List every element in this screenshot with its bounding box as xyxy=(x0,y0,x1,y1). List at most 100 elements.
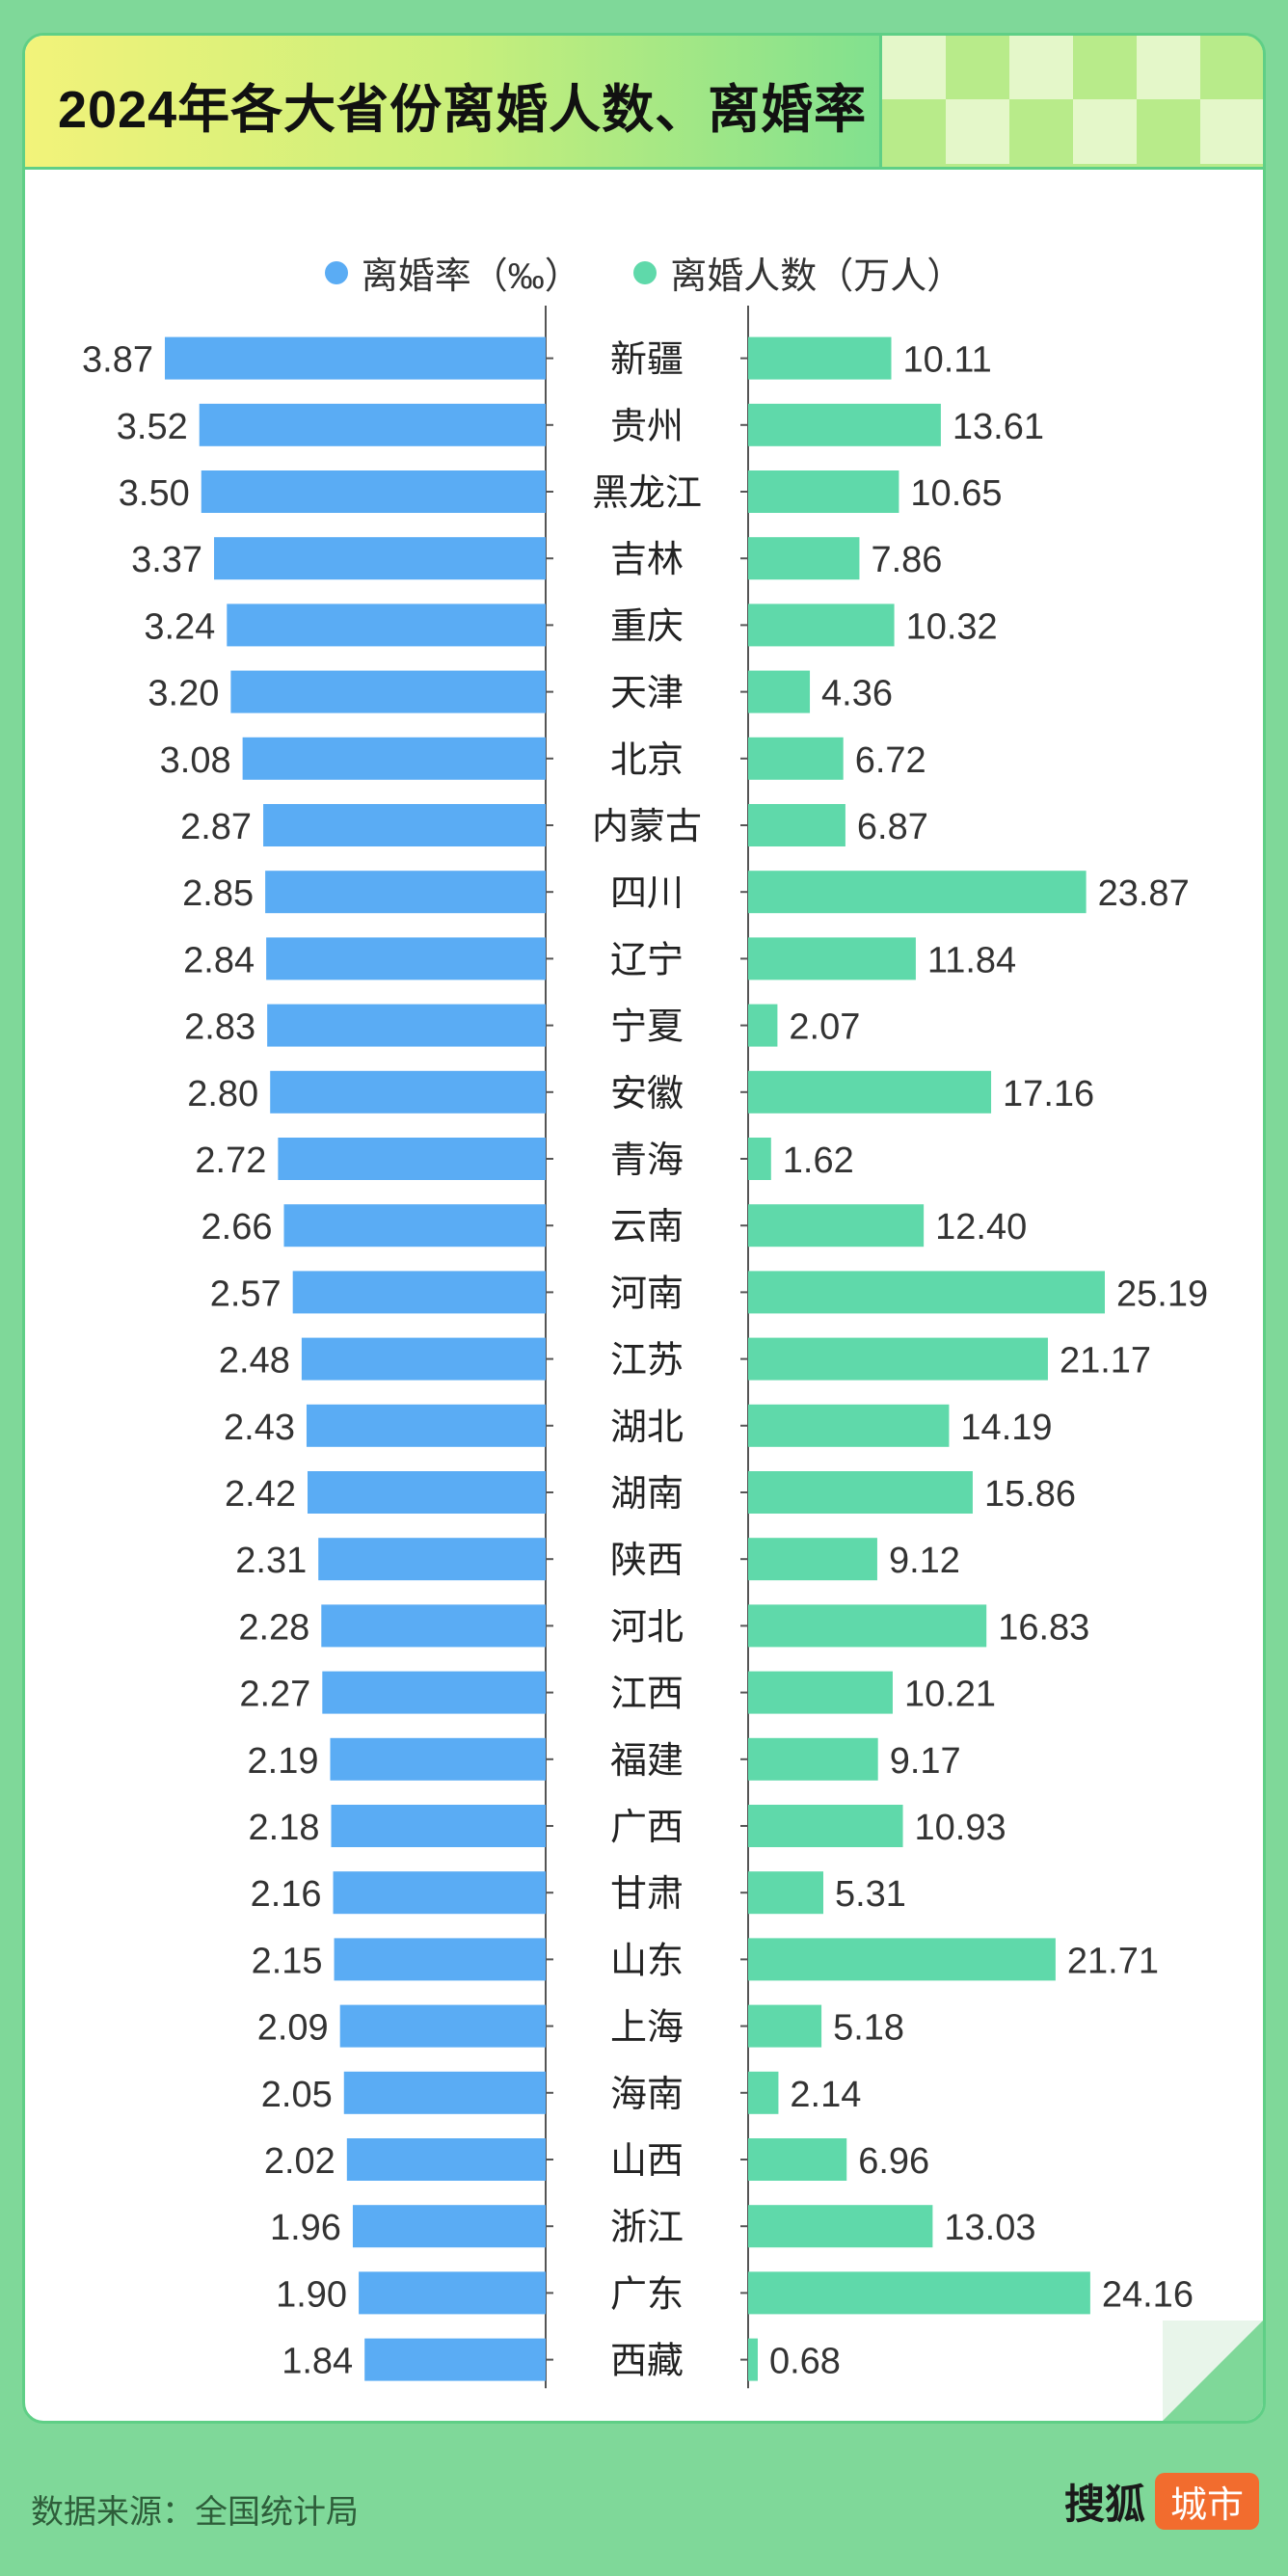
rate-bar xyxy=(263,804,546,846)
checker-decoration xyxy=(879,36,1263,167)
province-label: 河南 xyxy=(610,1274,684,1314)
rate-bar xyxy=(364,2338,546,2381)
rate-value-label: 1.96 xyxy=(270,2208,341,2248)
rate-bar xyxy=(165,336,546,380)
rate-value-label: 2.09 xyxy=(257,2008,329,2049)
province-label: 西藏 xyxy=(610,2342,684,2382)
province-label: 重庆 xyxy=(610,606,684,647)
rate-bar xyxy=(267,1004,546,1047)
province-label: 甘肃 xyxy=(610,1874,684,1915)
rate-bar xyxy=(343,2071,546,2114)
province-label: 安徽 xyxy=(610,1074,684,1114)
count-bar xyxy=(748,1070,992,1114)
rate-bar xyxy=(333,1871,546,1915)
province-label: 新疆 xyxy=(610,340,684,381)
chart-card: 2024年各大省份离婚人数、离婚率 离婚率（‰） 离婚人数（万人） xyxy=(22,33,1266,2424)
rate-value-label: 2.72 xyxy=(195,1140,266,1181)
rate-bar xyxy=(266,937,546,980)
rate-value-label: 2.87 xyxy=(180,807,252,847)
province-label: 辽宁 xyxy=(610,940,684,980)
province-label: 广东 xyxy=(610,2274,684,2315)
rate-bar xyxy=(199,403,546,446)
province-label: 天津 xyxy=(610,674,684,714)
count-value-label: 23.87 xyxy=(1098,873,1190,914)
count-bar xyxy=(748,1871,823,1915)
count-bar xyxy=(748,737,844,780)
rate-bar xyxy=(321,1604,546,1648)
count-value-label: 14.19 xyxy=(960,1408,1052,1448)
rate-bar xyxy=(330,1737,546,1781)
rate-value-label: 2.48 xyxy=(219,1341,290,1382)
count-value-label: 13.03 xyxy=(944,2208,1035,2248)
count-value-label: 5.18 xyxy=(833,2008,904,2049)
count-bar xyxy=(748,1271,1105,1314)
rate-value-label: 2.66 xyxy=(201,1207,273,1248)
title-bar: 2024年各大省份离婚人数、离婚率 xyxy=(25,36,1263,170)
count-value-label: 21.17 xyxy=(1060,1341,1151,1382)
count-value-label: 2.07 xyxy=(789,1007,860,1048)
count-value-label: 17.16 xyxy=(1003,1074,1094,1114)
count-value-label: 21.71 xyxy=(1067,1941,1159,1981)
count-bar xyxy=(748,2271,1090,2315)
count-bar xyxy=(748,2004,822,2048)
count-value-label: 25.19 xyxy=(1116,1274,1208,1314)
count-bar xyxy=(748,604,895,647)
rate-bar xyxy=(201,470,546,513)
province-label: 江西 xyxy=(610,1675,684,1715)
count-bar xyxy=(748,336,892,380)
legend: 离婚率（‰） 离婚人数（万人） xyxy=(25,246,1263,299)
count-bar xyxy=(748,470,899,513)
rate-bar xyxy=(242,737,547,780)
province-label: 海南 xyxy=(610,2075,684,2115)
count-bar xyxy=(748,937,916,980)
count-value-label: 5.31 xyxy=(835,1874,906,1915)
count-bar xyxy=(748,1204,925,1248)
sohu-city-logo: 搜狐 城市 xyxy=(1064,2472,1259,2531)
rate-bar xyxy=(283,1204,546,1248)
count-bar xyxy=(748,871,1087,914)
count-bar xyxy=(748,670,811,713)
province-label: 福建 xyxy=(610,1741,684,1782)
rate-bar xyxy=(301,1337,546,1381)
rate-value-label: 2.05 xyxy=(261,2075,333,2115)
legend-item-count: 离婚人数（万人） xyxy=(633,246,963,299)
rate-value-label: 2.19 xyxy=(248,1741,319,1782)
count-bar xyxy=(748,1538,877,1581)
count-value-label: 6.72 xyxy=(855,740,926,781)
count-value-label: 0.68 xyxy=(769,2342,841,2382)
province-label: 吉林 xyxy=(610,540,684,580)
count-bar xyxy=(748,537,860,580)
province-label: 广西 xyxy=(610,1808,684,1848)
rate-bar xyxy=(346,2138,546,2181)
logo-tag: 城市 xyxy=(1154,2473,1259,2530)
rate-value-label: 2.80 xyxy=(187,1074,258,1114)
rate-value-label: 2.84 xyxy=(183,940,255,980)
rate-value-label: 2.31 xyxy=(235,1541,307,1581)
count-bar xyxy=(748,2338,758,2381)
legend-dot-rate xyxy=(324,260,348,284)
province-label: 浙江 xyxy=(610,2208,684,2248)
rate-bar xyxy=(352,2205,546,2248)
rate-value-label: 2.15 xyxy=(252,1941,323,1981)
legend-dot-count xyxy=(633,260,657,284)
count-value-label: 7.86 xyxy=(871,540,942,580)
province-label: 贵州 xyxy=(610,407,684,447)
count-bar xyxy=(748,1938,1056,1981)
count-bar xyxy=(748,1805,903,1847)
rate-bar xyxy=(307,1471,546,1514)
count-value-label: 2.14 xyxy=(790,2075,861,2115)
data-source: 数据来源：全国统计局 xyxy=(31,2494,359,2531)
count-value-label: 10.21 xyxy=(904,1675,996,1715)
count-value-label: 9.12 xyxy=(889,1541,960,1581)
rate-bar xyxy=(359,2271,546,2315)
rate-value-label: 3.08 xyxy=(160,740,231,781)
rate-value-label: 2.57 xyxy=(210,1274,282,1314)
count-bar xyxy=(748,2071,779,2114)
count-value-label: 24.16 xyxy=(1102,2274,1194,2315)
count-bar xyxy=(748,1337,1048,1381)
rate-bar xyxy=(227,604,547,647)
count-bar xyxy=(748,1604,987,1648)
rate-value-label: 2.42 xyxy=(225,1474,296,1515)
province-label: 内蒙古 xyxy=(592,807,702,847)
count-bar xyxy=(748,403,941,446)
